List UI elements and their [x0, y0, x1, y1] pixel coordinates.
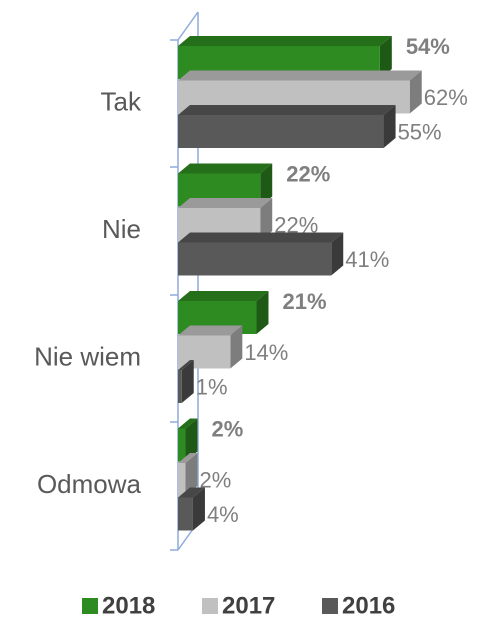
value-label: 41%: [345, 247, 389, 272]
legend-label: 2016: [342, 592, 395, 619]
bar-top: [178, 487, 205, 498]
bar: [178, 105, 396, 148]
bar-side: [409, 70, 422, 114]
bar-front: [178, 428, 186, 462]
category-label: Odmowa: [37, 469, 142, 499]
legend-swatch: [82, 598, 98, 614]
value-label: 54%: [406, 34, 450, 59]
bar-side: [185, 453, 198, 496]
value-label: 55%: [398, 119, 442, 144]
value-label: 4%: [207, 502, 239, 527]
legend-label: 2018: [102, 592, 155, 619]
bar-top: [178, 453, 198, 463]
bar-top: [178, 291, 269, 301]
bar-top: [178, 70, 422, 81]
bar-side: [331, 232, 344, 276]
bar: [178, 360, 194, 403]
legend-swatch: [322, 598, 338, 614]
legend-label: 2017: [222, 592, 275, 619]
value-label: 14%: [244, 340, 288, 365]
value-label: 1%: [196, 374, 228, 399]
bar: [178, 453, 198, 496]
bar-top: [178, 105, 396, 115]
bar-top: [178, 360, 194, 370]
bar-side: [260, 163, 273, 207]
value-label: 62%: [424, 85, 468, 110]
bar-top: [178, 232, 344, 243]
bar-side: [192, 487, 205, 531]
bar: [178, 325, 243, 369]
bar-side: [256, 291, 269, 334]
bar-front: [178, 497, 193, 531]
category-label: Tak: [101, 87, 142, 117]
bar: [178, 418, 198, 462]
bar-side: [379, 36, 392, 79]
value-label: 21%: [282, 289, 326, 314]
bar-side: [383, 105, 396, 148]
category-label: Nie wiem: [34, 342, 141, 372]
value-label: 22%: [286, 161, 330, 186]
bar-front: [178, 463, 186, 496]
bar-front: [178, 370, 182, 403]
bar-top: [178, 418, 198, 429]
bar-top: [178, 198, 273, 208]
bar-front: [178, 115, 384, 148]
legend-swatch: [202, 598, 218, 614]
bar: [178, 232, 344, 276]
bar-side: [230, 325, 243, 369]
bar-top: [178, 325, 243, 336]
bar-side: [185, 418, 198, 462]
bar: [178, 487, 205, 531]
category-label: Nie: [102, 214, 141, 244]
bar-side: [260, 198, 273, 241]
bar-top: [178, 163, 273, 174]
value-label: 2%: [211, 416, 243, 441]
bar-front: [178, 242, 332, 276]
bar-side: [181, 360, 194, 403]
bar-top: [178, 36, 392, 46]
